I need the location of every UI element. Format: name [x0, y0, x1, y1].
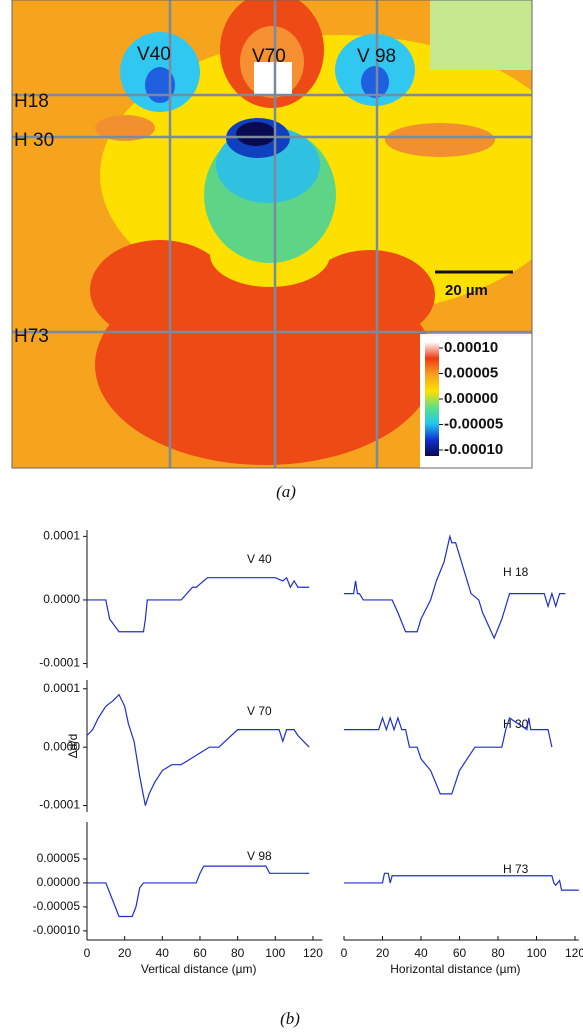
colorbar-tick-label: -0.00010 [444, 441, 503, 458]
y-tick-label: -0.00010 [33, 923, 81, 937]
colorbar-tick-label: 0.00000 [444, 390, 498, 407]
x-axis-label: Vertical distance (µm) [141, 962, 257, 976]
map-region [95, 115, 155, 141]
x-tick-label: 0 [341, 946, 348, 960]
map-region [90, 240, 230, 340]
panel-title: V 70 [247, 704, 272, 718]
x-tick-label: 40 [156, 946, 170, 960]
panel-title: H 73 [503, 862, 529, 876]
x-tick-label: 120 [565, 946, 583, 960]
panel-title: V 40 [247, 552, 272, 566]
profile-line [87, 576, 310, 633]
x-tick-label: 120 [303, 946, 323, 960]
panel-title: H 18 [503, 565, 529, 579]
y-tick-label: 0.00000 [37, 875, 81, 889]
y-tick-label: 0.0000 [43, 592, 80, 606]
x-tick-label: 20 [118, 946, 132, 960]
y-tick-label: -0.00005 [33, 899, 81, 913]
profile-lines [12, 0, 532, 468]
map-region [361, 66, 389, 98]
x-tick-label: 0 [84, 946, 91, 960]
profile-label: H 30 [14, 130, 54, 151]
map-region [236, 122, 276, 146]
caption: (b) [280, 1009, 300, 1028]
x-tick-label: 40 [414, 946, 428, 960]
x-tick-label: 80 [231, 946, 245, 960]
y-tick-label: -0.0001 [39, 798, 80, 812]
map-region [385, 123, 495, 157]
map-frame [11, 0, 533, 469]
profile-label: V 98 [357, 46, 396, 67]
panel-title: H 30 [503, 717, 529, 731]
profile-label: H18 [14, 91, 49, 112]
x-tick-label: 100 [265, 946, 285, 960]
profile-line [87, 865, 310, 918]
map-region [430, 0, 532, 70]
y-axis-label: Δd/d [66, 734, 80, 759]
x-tick-label: 80 [491, 946, 505, 960]
profile-line [86, 693, 310, 806]
y-tick-label: 0.0001 [43, 529, 80, 543]
scale-bar-label: 20 µm [445, 282, 488, 299]
colorbar-tick-label: -0.00005 [444, 415, 503, 432]
colorbar-tick-label: 0.00005 [444, 364, 498, 381]
profile-line [344, 716, 553, 795]
x-tick-label: 100 [526, 946, 546, 960]
x-tick-label: 60 [193, 946, 207, 960]
profile-label: H73 [14, 326, 49, 347]
y-tick-label: 0.00005 [37, 851, 81, 865]
profile-label: V70 [252, 46, 286, 67]
map-region [305, 250, 435, 340]
y-tick-label: -0.0001 [39, 656, 80, 670]
colorbar [425, 342, 439, 456]
colorbar-tick-label: 0.00010 [444, 339, 498, 356]
panel-title: V 98 [247, 849, 272, 863]
x-axis-label: Horizontal distance (µm) [390, 962, 520, 976]
profile-line [344, 872, 579, 891]
x-tick-label: 20 [376, 946, 390, 960]
y-tick-label: 0.0000 [43, 739, 80, 753]
map-region [254, 62, 292, 96]
profile-label: V40 [137, 44, 171, 65]
profile-line [344, 534, 566, 640]
caption: (a) [276, 482, 296, 501]
x-tick-label: 60 [453, 946, 467, 960]
y-tick-label: 0.0001 [43, 681, 80, 695]
strain-map: V40 V70 V 98 H18 H 30 H73 20 µm 0.00010 0… [12, 0, 532, 468]
